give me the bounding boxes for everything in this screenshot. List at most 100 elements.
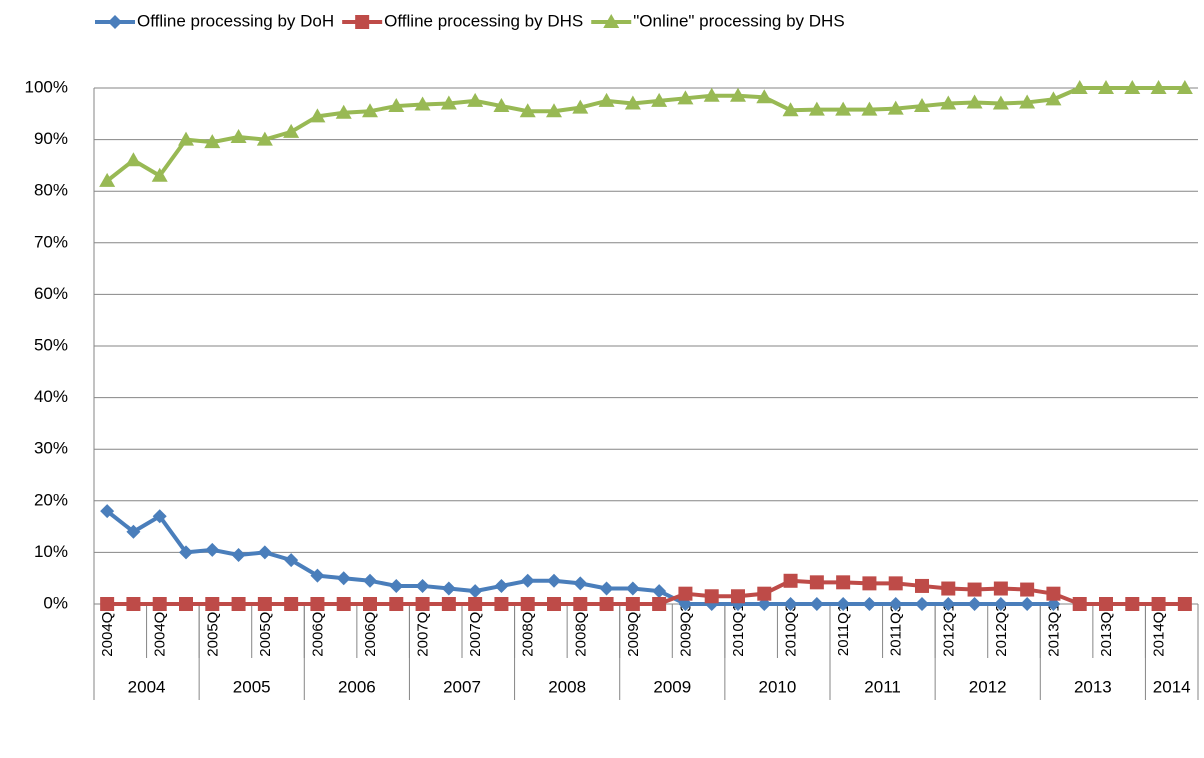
x-tick-label: 2006Q1	[309, 603, 326, 656]
marker	[624, 95, 641, 110]
x-tick-label: 2008Q1	[520, 603, 537, 656]
x-tick-label: 2011Q1	[835, 604, 852, 656]
legend-label: Offline processing by DHS	[384, 11, 583, 30]
marker	[599, 597, 614, 611]
year-label: 2011	[864, 677, 901, 696]
marker	[284, 597, 299, 611]
marker	[388, 98, 405, 113]
marker	[231, 597, 246, 611]
marker	[1072, 597, 1087, 611]
marker	[389, 578, 404, 593]
year-label: 2004	[128, 677, 166, 696]
marker	[1176, 80, 1193, 94]
marker	[336, 571, 351, 586]
x-tick-label: 2010Q3	[783, 603, 800, 656]
year-label: 2005	[233, 677, 271, 696]
x-tick-label: 2008Q3	[572, 603, 589, 656]
marker	[678, 586, 693, 601]
marker	[782, 102, 799, 117]
marker	[757, 586, 772, 601]
marker	[230, 129, 247, 144]
x-tick-label: 2013Q3	[1098, 603, 1115, 656]
y-tick-label: 70%	[34, 232, 68, 251]
marker	[441, 597, 456, 611]
marker	[967, 597, 982, 611]
marker	[468, 584, 483, 599]
marker	[835, 101, 852, 116]
marker	[993, 597, 1008, 611]
marker	[415, 578, 430, 593]
marker	[573, 597, 588, 611]
marker	[651, 92, 668, 107]
x-tick-label: 2005Q1	[204, 603, 221, 656]
marker	[888, 576, 903, 591]
marker	[1150, 80, 1167, 94]
x-tick-label: 2013Q1	[1045, 603, 1062, 656]
x-tick-label: 2005Q3	[257, 603, 274, 656]
y-tick-label: 60%	[34, 284, 68, 303]
year-label: 2014	[1153, 677, 1191, 696]
marker	[362, 103, 378, 118]
x-tick-label: 2007Q1	[415, 603, 432, 656]
x-tick-label: 2006Q3	[362, 603, 379, 656]
marker	[363, 597, 377, 611]
y-tick-label: 10%	[34, 542, 68, 561]
marker	[231, 547, 246, 562]
marker	[99, 172, 116, 187]
marker	[179, 545, 193, 560]
marker	[546, 103, 562, 118]
marker	[152, 509, 167, 524]
x-tick-label: 2010Q1	[730, 603, 747, 656]
year-label: 2013	[1074, 677, 1112, 696]
marker	[179, 597, 193, 611]
marker	[1151, 597, 1166, 611]
marker	[783, 597, 798, 611]
marker	[100, 597, 115, 611]
year-label: 2008	[548, 677, 586, 696]
marker	[836, 597, 851, 611]
y-tick-label: 30%	[34, 439, 68, 458]
marker	[862, 576, 877, 591]
marker	[284, 553, 299, 568]
marker	[992, 95, 1009, 110]
marker	[1071, 80, 1088, 94]
marker	[572, 99, 589, 114]
marker	[283, 123, 300, 138]
marker	[125, 152, 142, 167]
marker	[441, 581, 456, 596]
marker	[494, 597, 509, 611]
marker	[205, 597, 220, 611]
marker	[519, 103, 536, 118]
marker	[677, 90, 694, 105]
marker	[783, 573, 798, 588]
marker	[808, 101, 825, 116]
marker	[1124, 80, 1141, 94]
marker	[704, 589, 719, 604]
marker	[1020, 582, 1035, 597]
y-tick-label: 20%	[34, 490, 68, 509]
marker	[309, 108, 326, 123]
marker	[573, 576, 588, 591]
x-tick-label: 2011Q3	[888, 604, 905, 656]
marker	[126, 597, 141, 611]
marker	[915, 597, 929, 611]
year-label: 2006	[338, 677, 376, 696]
marker	[861, 101, 878, 116]
year-label: 2007	[443, 677, 481, 696]
marker	[310, 597, 325, 611]
y-tick-label: 100%	[25, 77, 68, 96]
marker	[493, 98, 510, 113]
marker	[204, 134, 221, 149]
marker	[467, 92, 484, 107]
legend-label: "Online" processing by DHS	[633, 11, 844, 30]
y-tick-label: 90%	[34, 129, 68, 148]
y-tick-label: 40%	[34, 387, 68, 406]
marker	[178, 131, 194, 146]
legend-marker	[603, 14, 620, 28]
marker	[152, 597, 167, 611]
marker	[598, 92, 615, 107]
marker	[547, 597, 561, 611]
x-tick-label: 2014Q1	[1151, 603, 1168, 656]
marker	[599, 581, 614, 596]
marker	[915, 578, 929, 593]
